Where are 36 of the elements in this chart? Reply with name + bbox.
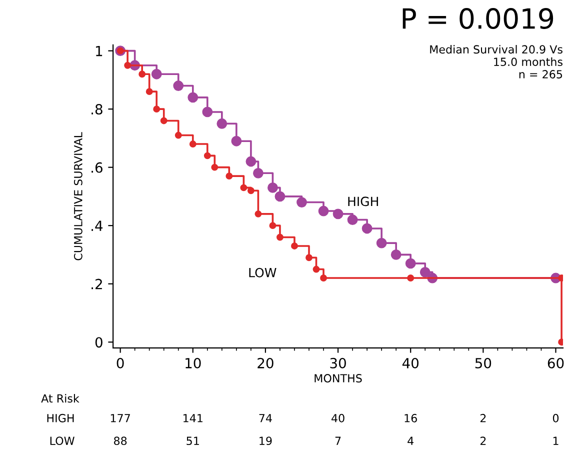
text: 74 [259, 414, 272, 422]
x-tick-label: 10 [186, 358, 201, 368]
text: 0 [552, 414, 559, 422]
text: 51 [186, 436, 199, 446]
chart-title: P = 0.0019 [402, 8, 554, 30]
x-tick-label: 0 [116, 358, 124, 368]
x-tick-label: 60 [548, 358, 564, 368]
text: 16 [404, 414, 417, 422]
text: LOW [50, 436, 74, 446]
text: At Risk [41, 394, 80, 403]
y-axis-title: CUMULATIVE SURVIVAL [74, 132, 82, 260]
text: 177 [110, 414, 130, 422]
x-tick-label: 20 [258, 358, 274, 368]
x-tick-label: 40 [402, 358, 419, 368]
text: 88 [114, 436, 127, 446]
y-tick-label: .8 [92, 104, 102, 115]
text: 40 [332, 414, 344, 422]
x-tick-label: 50 [475, 358, 492, 368]
annotation: Median Survival 20.9 Vs 15.0 months n = 265 [430, 44, 562, 78]
series-label: HIGH [348, 196, 378, 206]
y-tick-label: 1 [96, 46, 102, 56]
text: 141 [184, 414, 202, 422]
y-tick-label: .4 [92, 220, 103, 231]
x-axis-title: MONTHS [314, 374, 362, 382]
text: 2 [480, 414, 486, 422]
text: 7 [335, 436, 341, 445]
text: 1 [553, 436, 558, 445]
text: HIGH [47, 414, 74, 422]
y-tick-label: .2 [92, 278, 102, 290]
text: 2 [480, 436, 486, 445]
x-tick-label: 30 [330, 358, 346, 368]
y-tick-label: .6 [92, 162, 102, 173]
y-tick-label: 0 [95, 337, 102, 348]
text: LOW [249, 268, 276, 278]
text: 19 [260, 436, 272, 446]
text: 4 [408, 436, 414, 445]
